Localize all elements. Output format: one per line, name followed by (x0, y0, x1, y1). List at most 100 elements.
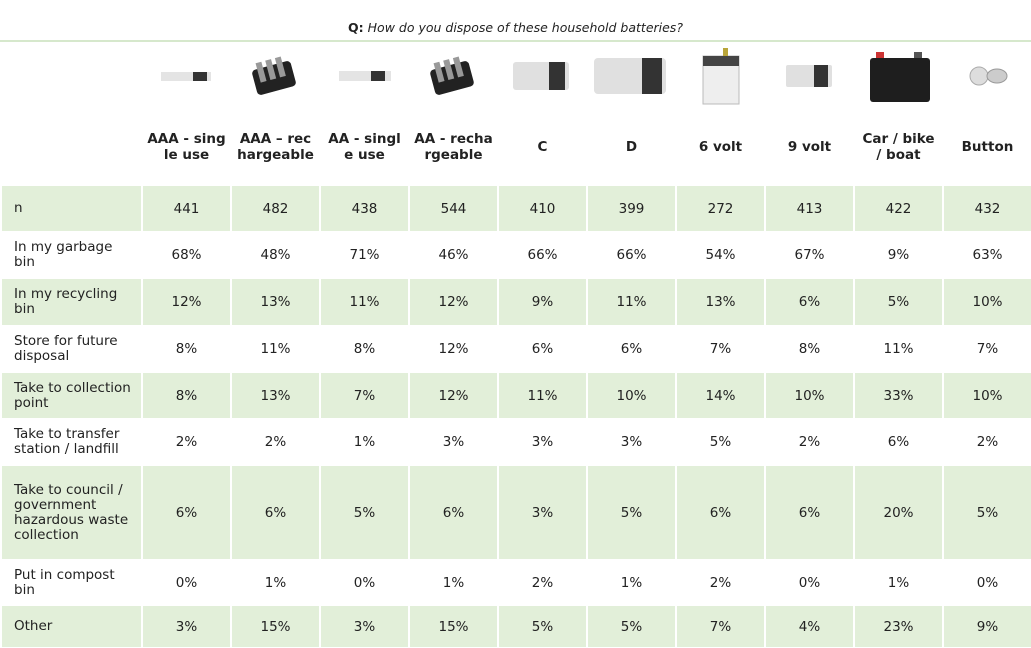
cell: 20% (853, 464, 944, 561)
cell: 33% (853, 371, 944, 420)
cell: 9% (853, 231, 944, 279)
column-header: AA - rechargeable (408, 108, 499, 186)
icon-button (969, 66, 1007, 86)
cell: 67% (764, 231, 855, 279)
cell: 12% (408, 325, 499, 373)
cell: 272 (675, 184, 766, 233)
cell: 11% (230, 325, 321, 373)
icon-d (594, 58, 666, 94)
cell: 3% (408, 418, 499, 466)
cell: 3% (497, 464, 588, 561)
cell: 9% (497, 277, 588, 327)
cell: 8% (319, 325, 410, 373)
row-label: Take to council / government hazardous w… (0, 464, 143, 561)
cell: 9% (942, 604, 1031, 648)
cell: 11% (319, 277, 410, 327)
cell: 3% (319, 604, 410, 648)
cell: 6% (853, 418, 944, 466)
cell: 10% (764, 371, 855, 420)
data-row: Put in compost bin 0% 1% 0% 1% 2% 1% 2% 0% 1% 0% (0, 559, 1031, 606)
cell: 8% (141, 371, 232, 420)
icon-charger (251, 56, 296, 95)
cell: 2% (764, 418, 855, 466)
cell: 7% (319, 371, 410, 420)
cell: 5% (319, 464, 410, 561)
cell: 13% (675, 277, 766, 327)
cell: 11% (586, 277, 677, 327)
cell: 14% (675, 371, 766, 420)
cell: 12% (141, 277, 232, 327)
icon-c (512, 62, 569, 90)
cell: 5% (586, 464, 677, 561)
column-header: 9 volt (764, 108, 855, 186)
data-row: Take to council / government hazardous w… (0, 464, 1031, 561)
data-row: Take to collection point 8% 13% 7% 12% 11% 10%… (0, 371, 1031, 420)
cell: 6% (764, 277, 855, 327)
cell: 66% (497, 231, 588, 279)
cell: 4% (764, 604, 855, 648)
cell: 438 (319, 184, 410, 233)
cell: 54% (675, 231, 766, 279)
cell: 6% (675, 464, 766, 561)
cell: 2% (497, 559, 588, 606)
cell: 2% (141, 418, 232, 466)
cell: 7% (675, 604, 766, 648)
question-prefix: Q: (348, 20, 364, 35)
cell: 6% (586, 325, 677, 373)
data-row: Take to transfer station / landfill 2% 2% 1… (0, 418, 1031, 466)
cell: 0% (319, 559, 410, 606)
cell: 48% (230, 231, 321, 279)
cell: 1% (408, 559, 499, 606)
cell: 2% (675, 559, 766, 606)
cell: 399 (586, 184, 677, 233)
cell: 13% (230, 277, 321, 327)
cell: 10% (586, 371, 677, 420)
cell: 11% (853, 325, 944, 373)
data-row: In my garbage bin 68% 48% 71% 46% 66% 66% 54% 67… (0, 231, 1031, 279)
icon-9v (785, 65, 832, 87)
cell: 5% (497, 604, 588, 648)
icon-aa (338, 71, 391, 81)
cell: 15% (230, 604, 321, 648)
cell: 23% (853, 604, 944, 648)
cell: 544 (408, 184, 499, 233)
data-row: In my recycling bin 12% 13% 11% 12% 9% 11% 13% 6… (0, 277, 1031, 327)
cell: 5% (942, 464, 1031, 561)
row-label: Other (0, 604, 143, 648)
cell: 0% (942, 559, 1031, 606)
cell: 10% (942, 371, 1031, 420)
cell: 6% (230, 464, 321, 561)
cell: 5% (675, 418, 766, 466)
cell: 66% (586, 231, 677, 279)
question-title: Q: How do you dispose of these household… (0, 0, 1031, 42)
cell: 2% (942, 418, 1031, 466)
row-label: n (0, 184, 143, 233)
results-table: AAA - single use AAA – rechargeable AA - s… (0, 42, 1031, 648)
cell: 0% (764, 559, 855, 606)
column-header: Car / bike / boat (853, 108, 944, 186)
cell: 422 (853, 184, 944, 233)
cell: 46% (408, 231, 499, 279)
cell: 15% (408, 604, 499, 648)
column-header: 6 volt (675, 108, 766, 186)
row-label: Take to transfer station / landfill (0, 418, 143, 466)
cell: 3% (586, 418, 677, 466)
cell: 12% (408, 371, 499, 420)
cell: 8% (764, 325, 855, 373)
cell: 7% (675, 325, 766, 373)
cell: 482 (230, 184, 321, 233)
cell: 13% (230, 371, 321, 420)
row-label: Put in compost bin (0, 559, 143, 606)
cell: 8% (141, 325, 232, 373)
row-label: In my garbage bin (0, 231, 143, 279)
icon-row (0, 42, 1031, 110)
column-header: AA - single use (319, 108, 410, 186)
cell: 1% (230, 559, 321, 606)
cell: 413 (764, 184, 855, 233)
cell: 71% (319, 231, 410, 279)
cell: 3% (141, 604, 232, 648)
column-header: AAA - single use (141, 108, 232, 186)
cell: 6% (497, 325, 588, 373)
column-header: C (497, 108, 588, 186)
